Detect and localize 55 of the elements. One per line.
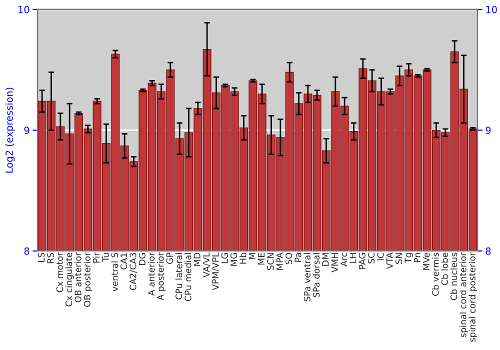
x-tick-label: DM <box>322 253 329 266</box>
y2-tick-label: 9 <box>486 126 491 134</box>
x-tick-label: Cb nucleus <box>450 252 458 300</box>
x-tick-label: SPa dorsal <box>312 253 320 298</box>
x-tick-label: VTA <box>386 252 393 269</box>
x-tick-label: Pir <box>92 252 100 263</box>
x-tick-label: OB posterior <box>84 252 92 307</box>
x-tick-label: Cx motor <box>56 252 63 292</box>
x-tick-label: A posterior <box>157 252 166 300</box>
x-tick-label: LH <box>350 253 356 263</box>
x-tick-label: CA2/CA3 <box>130 253 137 290</box>
x-tick-label: A anterior <box>148 252 155 296</box>
x-tick-label: CPu medial <box>184 253 192 302</box>
x-tick-label: SCN <box>267 253 274 270</box>
x-tick-label: M <box>248 253 256 260</box>
x-tick-label: PAG <box>358 253 366 269</box>
x-tick-label: VPM/VPL <box>212 252 220 290</box>
y-tick-label: 8 <box>24 247 30 255</box>
y2-tick-label: 10 <box>486 6 497 14</box>
x-tick-label: SC <box>368 252 375 264</box>
x-tick-label: Tg <box>404 253 413 264</box>
x-tick-label: IC <box>377 252 384 260</box>
x-tick-label: SO <box>286 252 292 264</box>
x-tick-label: Pa <box>294 253 302 262</box>
x-tick-label: OB anterior <box>74 252 82 302</box>
x-tick-label: CA1 <box>120 253 128 270</box>
x-tick-label: Tu <box>102 253 109 262</box>
x-tick-label: LS <box>38 252 45 262</box>
x-tick-label: Cb lobe <box>441 252 448 286</box>
x-tick-label: VMH <box>331 253 338 272</box>
x-tick-label: spinal cord posterior <box>468 252 478 342</box>
x-tick-label: ventral S <box>111 252 118 292</box>
x-tick-label: GP <box>166 252 173 264</box>
x-tick-label: spinal cord anterior <box>460 252 468 338</box>
x-tick-label: MVe <box>423 252 430 270</box>
x-tick-label: Hb <box>240 252 246 264</box>
x-tick-label: VA/VL <box>203 252 210 278</box>
x-tick-label: Pn <box>414 253 420 262</box>
x-tick-label: MD <box>194 252 200 266</box>
x-tick-label: SN <box>396 253 402 264</box>
x-tick-label: Cb vermis <box>432 252 439 296</box>
y-axis-title: Log2 (expression) <box>5 88 15 173</box>
x-tick-label: RS <box>47 252 54 264</box>
y-tick-label: 9 <box>24 126 30 134</box>
x-tick-label: Arc <box>340 252 348 266</box>
x-tick-label: ME <box>258 252 264 265</box>
x-tick-label: SPa ventral <box>304 253 310 302</box>
y-tick-label: 10 <box>18 6 30 14</box>
x-tick-label: MG <box>230 253 238 266</box>
x-tick-label: DG <box>138 253 146 265</box>
x-tick-label: Cx cingulate <box>65 252 74 306</box>
x-tick-label: LG <box>221 253 228 264</box>
x-tick-label: MPA <box>276 252 283 270</box>
y2-tick-label: 8 <box>486 247 491 255</box>
x-tick-label: CPu lateral <box>175 253 182 300</box>
